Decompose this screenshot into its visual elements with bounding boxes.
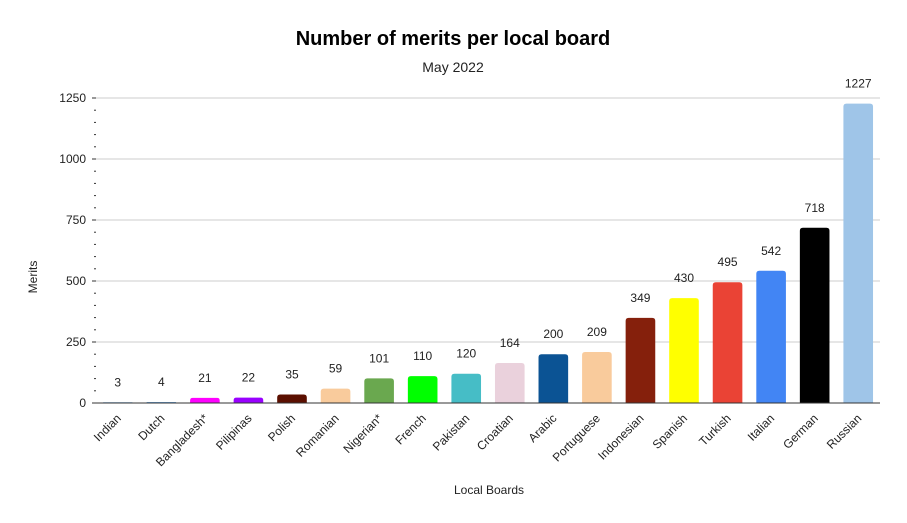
data-label: 542 (761, 244, 781, 258)
data-label: 200 (543, 327, 563, 341)
data-label: 718 (805, 201, 825, 215)
x-tick-label: Croatian (474, 411, 516, 453)
y-tick-label: 500 (66, 274, 86, 288)
y-tick-label: 1000 (59, 152, 86, 166)
x-tick-label: Romanian (293, 411, 342, 460)
data-label: 21 (198, 371, 212, 385)
bar-russian (843, 103, 874, 403)
data-label: 1227 (845, 77, 872, 91)
y-tick-label: 250 (66, 335, 86, 349)
bar-croatian (494, 362, 525, 403)
y-tick-label: 1250 (59, 91, 86, 105)
data-label: 164 (500, 336, 520, 350)
data-label: 495 (718, 255, 738, 269)
gridlines (96, 97, 880, 343)
bar-pakistan (451, 373, 482, 403)
x-tick-label: Italian (745, 411, 778, 444)
bar-arabic (538, 354, 569, 403)
data-label: 4 (158, 375, 165, 389)
x-tick-label: Nigerian* (340, 411, 385, 456)
x-tick-label: German (780, 411, 821, 452)
x-tick-label: Indian (91, 411, 124, 444)
data-label: 110 (413, 349, 432, 363)
bar-bangladesh (190, 397, 220, 403)
x-tick-label: Portuguese (550, 411, 604, 465)
x-tick-label: Dutch (135, 411, 167, 443)
x-tick-label: Indonesian (595, 411, 646, 462)
x-tick-label: French (392, 411, 428, 447)
bar-pilipinas (233, 397, 264, 403)
x-tick-label: Turkish (696, 411, 733, 448)
chart-subtitle: May 2022 (422, 59, 484, 75)
bar-german (799, 227, 830, 403)
x-tick-label: Pilipinas (213, 411, 255, 453)
data-label: 101 (369, 351, 389, 365)
data-labels: 3 4 21 22 35 59 101 110 120 164 200 209 349 430 495 542… (114, 77, 871, 390)
bar-polish (277, 394, 307, 403)
x-tick-label: Arabic (526, 411, 560, 445)
data-label: 349 (630, 291, 650, 305)
bar-spanish (669, 298, 699, 403)
bar-italian (756, 270, 786, 403)
chart-title: Number of merits per local board (296, 28, 611, 50)
y-axis-ticks: 0 250 500 750 1000 1250 (59, 91, 96, 410)
data-label: 22 (242, 371, 256, 385)
data-label: 209 (587, 325, 607, 339)
data-label: 430 (674, 271, 694, 285)
bar-nigerian (364, 378, 394, 403)
bars (102, 103, 874, 403)
y-axis-label: Merits (26, 261, 40, 294)
y-tick-label: 0 (79, 396, 86, 410)
data-label: 120 (456, 347, 476, 361)
bar-romanian (320, 388, 351, 403)
bar-indonesian (625, 317, 656, 403)
data-label: 59 (329, 362, 343, 376)
bar-portuguese (582, 352, 612, 403)
bar-turkish (712, 282, 743, 403)
data-label: 3 (114, 375, 121, 389)
x-tick-label: Spanish (650, 411, 691, 452)
x-tick-label: Russian (824, 411, 865, 452)
bar-french (407, 376, 438, 403)
x-tick-label: Pakistan (430, 411, 472, 453)
data-label: 35 (285, 367, 299, 381)
x-axis-label: Local Boards (454, 483, 524, 497)
y-tick-label: 750 (66, 213, 86, 227)
x-tick-label: Polish (265, 411, 298, 444)
